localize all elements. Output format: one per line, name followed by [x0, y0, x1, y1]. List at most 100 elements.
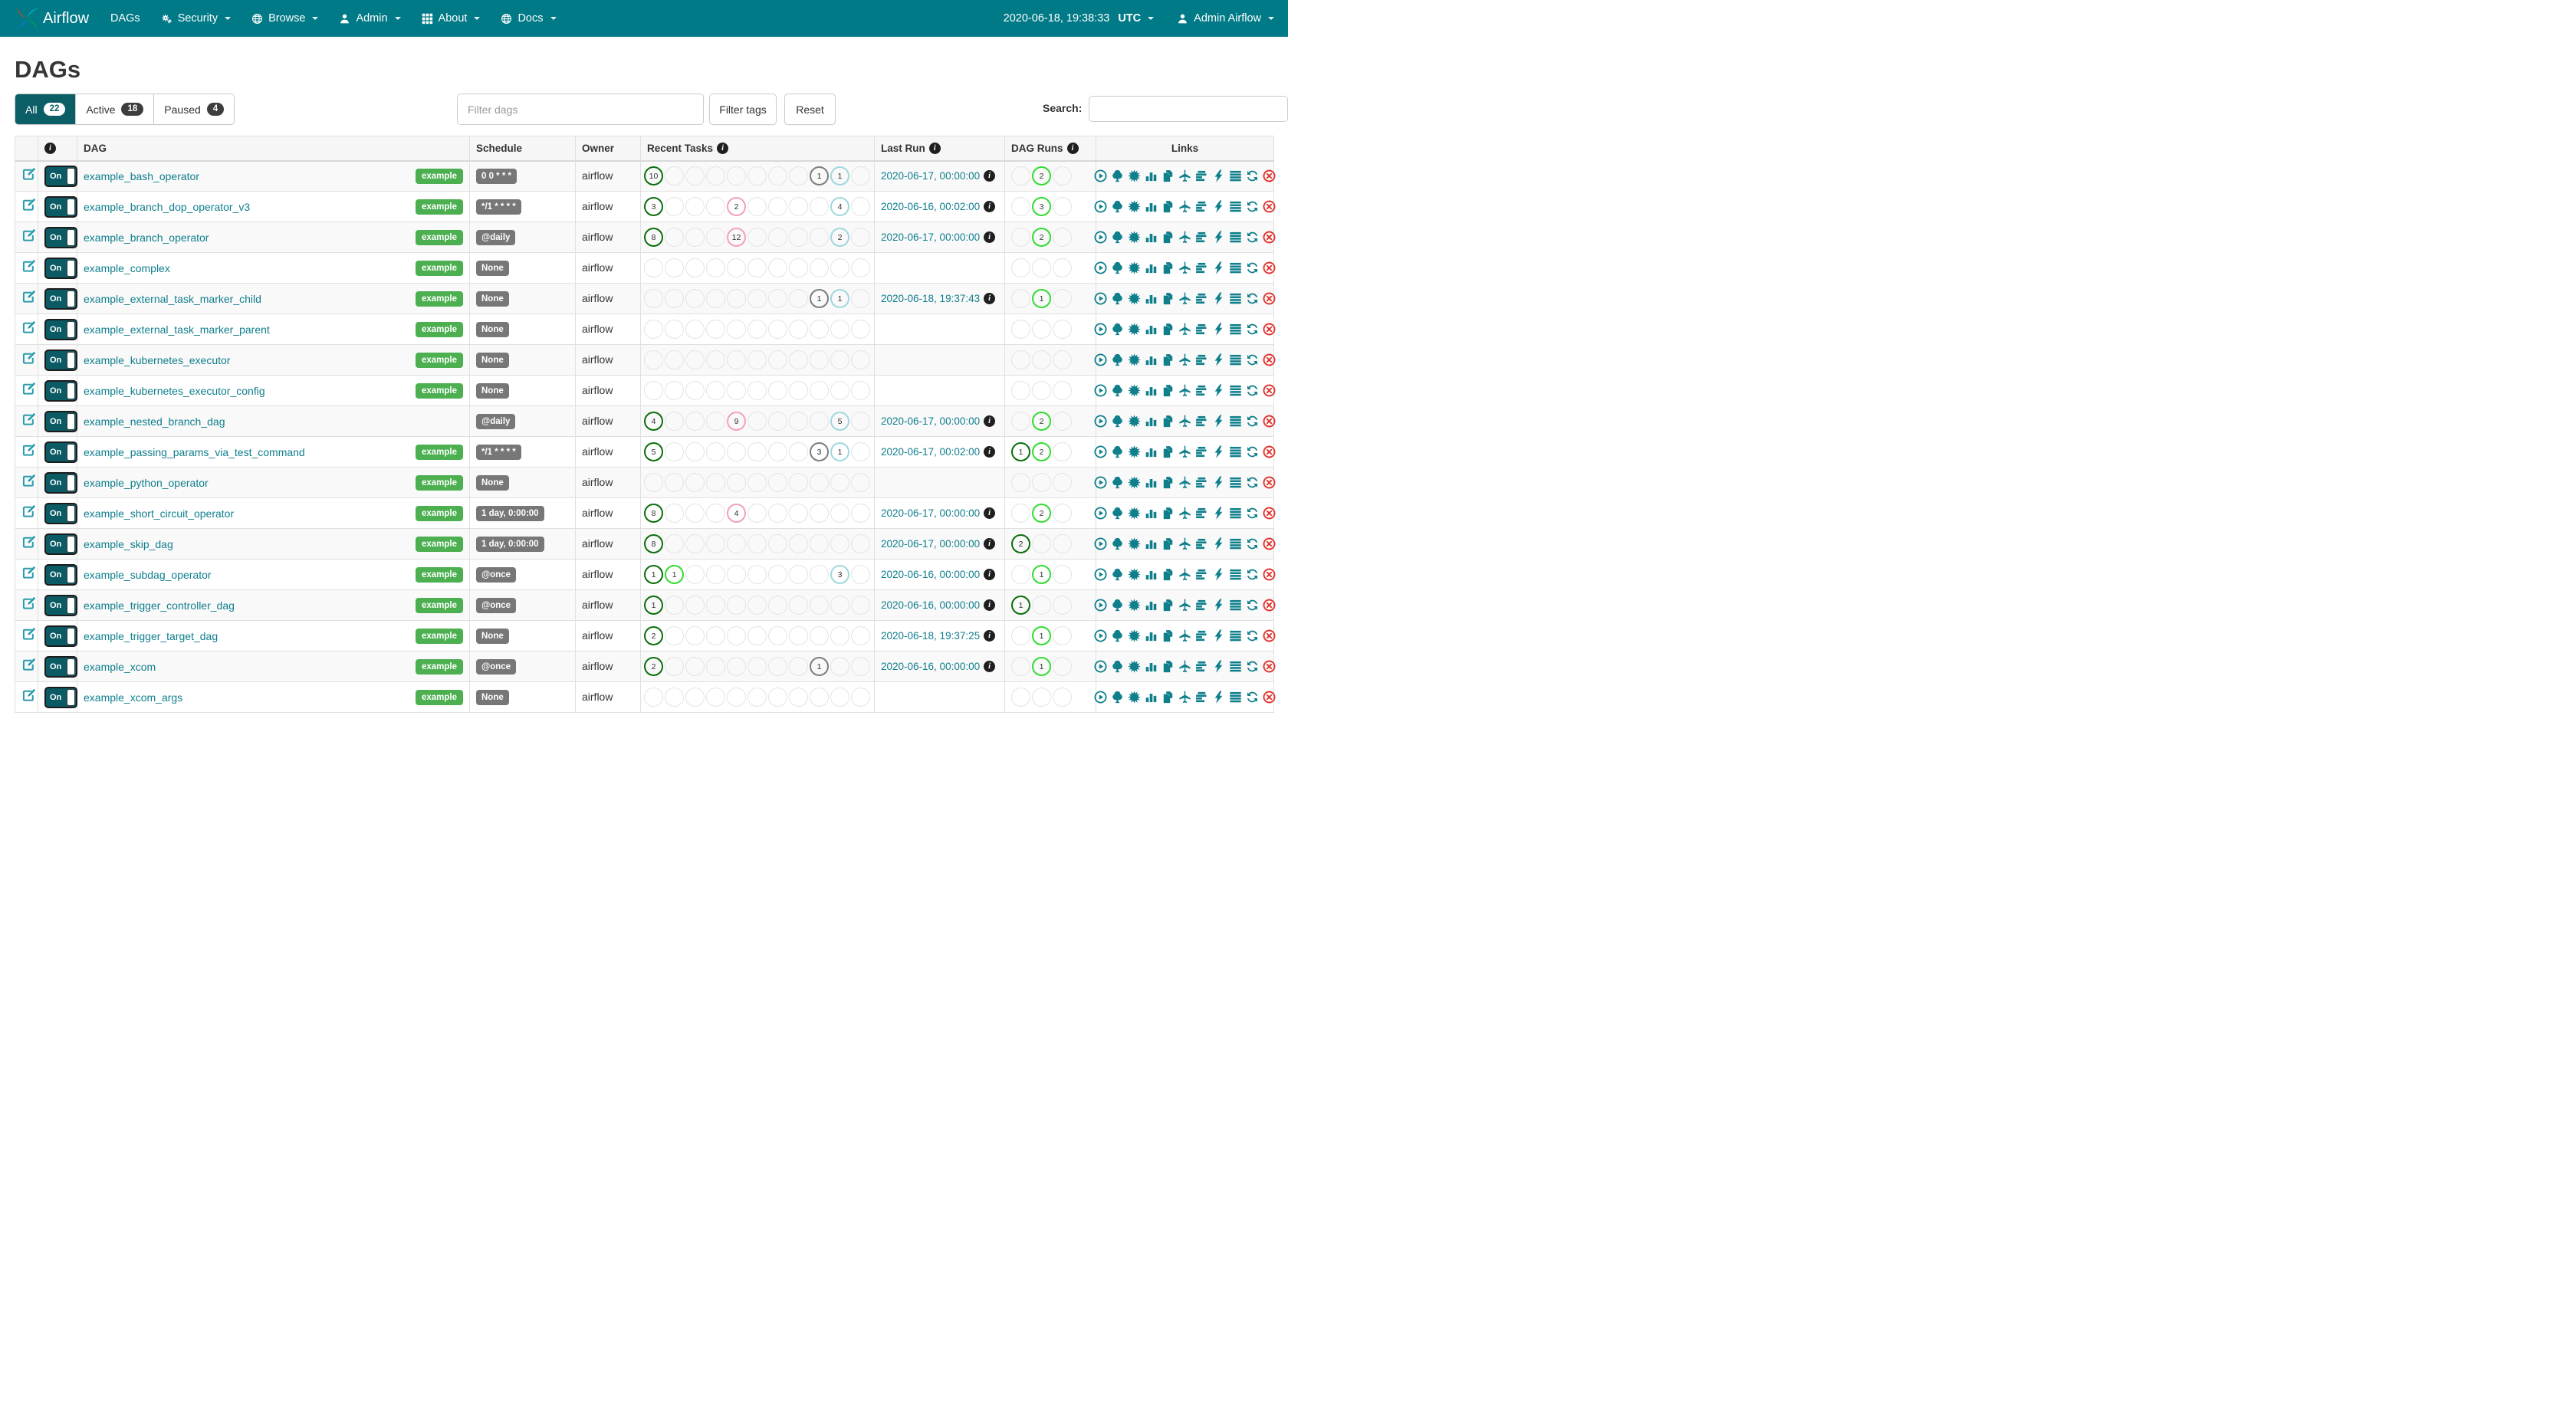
recent-task-circle-none[interactable]: 1 [830, 289, 849, 308]
dag-run-circle-running[interactable]: 2 [1032, 504, 1051, 523]
recent-task-circle-empty[interactable] [727, 596, 746, 615]
bar-chart-icon[interactable] [1145, 231, 1158, 244]
dag-run-circle-empty[interactable] [1053, 565, 1072, 584]
column-label-dag[interactable]: DAG [84, 142, 107, 154]
lines-icon[interactable] [1229, 445, 1242, 458]
lightning-bolt-icon[interactable] [1212, 415, 1225, 428]
recent-task-circle-queued[interactable]: 1 [810, 289, 829, 308]
dag-pause-toggle[interactable]: On [44, 563, 77, 586]
dag-run-circle-empty[interactable] [1053, 442, 1072, 461]
gantt-bars-icon[interactable] [1195, 323, 1208, 336]
info-icon[interactable]: i [44, 142, 56, 154]
delete-x-icon[interactable] [1263, 169, 1276, 182]
dag-run-circle-empty[interactable] [1011, 228, 1030, 247]
dag-pause-toggle[interactable]: On [44, 165, 77, 187]
recent-task-circle-empty[interactable] [851, 350, 870, 369]
schedule-badge[interactable]: 0 0 * * * [476, 168, 517, 184]
starburst-icon[interactable] [1128, 353, 1141, 366]
copy-files-icon[interactable] [1162, 476, 1175, 489]
recent-task-circle-empty[interactable] [830, 320, 849, 339]
delete-x-icon[interactable] [1263, 261, 1276, 274]
recent-task-circle-empty[interactable] [810, 534, 829, 553]
last-run-link[interactable]: 2020-06-17, 00:00:00 [881, 507, 981, 519]
refresh-icon[interactable] [1246, 507, 1259, 520]
schedule-badge[interactable]: @once [476, 597, 517, 613]
gantt-bars-icon[interactable] [1195, 476, 1208, 489]
lightning-bolt-icon[interactable] [1212, 629, 1225, 642]
recent-task-circle-none[interactable]: 5 [830, 412, 849, 431]
recent-task-circle-empty[interactable] [644, 381, 663, 400]
dag-link[interactable]: example_subdag_operator [84, 568, 212, 581]
recent-task-circle-empty[interactable] [768, 534, 787, 553]
recent-task-circle-empty[interactable] [748, 197, 767, 216]
dag-link[interactable]: example_bash_operator [84, 169, 199, 182]
recent-task-circle-empty[interactable] [768, 350, 787, 369]
bar-chart-icon[interactable] [1145, 599, 1158, 612]
tree-icon[interactable] [1111, 691, 1124, 704]
info-icon[interactable]: i [984, 538, 996, 550]
tree-icon[interactable] [1111, 292, 1124, 305]
recent-task-circle-empty[interactable] [748, 565, 767, 584]
schedule-badge[interactable]: @once [476, 658, 517, 675]
recent-task-circle-empty[interactable] [810, 350, 829, 369]
refresh-icon[interactable] [1246, 660, 1259, 673]
recent-task-circle-empty[interactable] [727, 534, 746, 553]
recent-task-circle-success[interactable]: 1 [644, 565, 663, 584]
gantt-bars-icon[interactable] [1195, 169, 1208, 182]
starburst-icon[interactable] [1128, 568, 1141, 581]
last-run-link[interactable]: 2020-06-16, 00:00:00 [881, 661, 981, 672]
plane-icon[interactable] [1178, 323, 1191, 336]
dag-run-circle-empty[interactable] [1053, 320, 1072, 339]
recent-task-circle-empty[interactable] [644, 289, 663, 308]
play-circle-icon[interactable] [1094, 660, 1107, 673]
dag-run-circle-running[interactable]: 2 [1032, 166, 1051, 186]
edit-dag-icon[interactable] [21, 596, 36, 611]
delete-x-icon[interactable] [1263, 445, 1276, 458]
refresh-icon[interactable] [1246, 292, 1259, 305]
recent-task-circle-empty[interactable] [665, 534, 684, 553]
dag-link[interactable]: example_kubernetes_executor_config [84, 384, 265, 397]
dag-run-circle-empty[interactable] [1011, 166, 1030, 186]
tab-paused[interactable]: Paused 4 [154, 94, 235, 124]
copy-files-icon[interactable] [1162, 660, 1175, 673]
lines-icon[interactable] [1229, 660, 1242, 673]
delete-x-icon[interactable] [1263, 323, 1276, 336]
starburst-icon[interactable] [1128, 691, 1141, 704]
bar-chart-icon[interactable] [1145, 323, 1158, 336]
recent-task-circle-empty[interactable] [685, 626, 705, 645]
dag-run-circle-empty[interactable] [1032, 473, 1051, 492]
tree-icon[interactable] [1111, 629, 1124, 642]
recent-task-circle-empty[interactable] [706, 534, 725, 553]
dag-run-circle-empty[interactable] [1011, 381, 1030, 400]
dag-tag-badge[interactable]: example [415, 229, 463, 245]
recent-task-circle-empty[interactable] [789, 657, 808, 676]
dag-tag-badge[interactable]: example [415, 382, 463, 399]
recent-task-circle-empty[interactable] [810, 565, 829, 584]
recent-task-circle-empty[interactable] [768, 565, 787, 584]
last-run-link[interactable]: 2020-06-17, 00:00:00 [881, 231, 981, 243]
edit-dag-icon[interactable] [21, 382, 36, 396]
recent-task-circle-empty[interactable] [768, 626, 787, 645]
info-icon[interactable]: i [984, 293, 996, 304]
gantt-bars-icon[interactable] [1195, 599, 1208, 612]
dag-run-circle-empty[interactable] [1053, 534, 1072, 553]
edit-dag-icon[interactable] [21, 474, 36, 488]
schedule-badge[interactable]: None [476, 689, 509, 705]
recent-task-circle-empty[interactable] [851, 565, 870, 584]
edit-dag-icon[interactable] [21, 320, 36, 335]
bar-chart-icon[interactable] [1145, 568, 1158, 581]
dag-link[interactable]: example_complex [84, 261, 170, 274]
recent-task-circle-empty[interactable] [727, 442, 746, 461]
lines-icon[interactable] [1229, 691, 1242, 704]
recent-task-circle-empty[interactable] [748, 412, 767, 431]
refresh-icon[interactable] [1246, 415, 1259, 428]
recent-task-circle-empty[interactable] [685, 504, 705, 523]
lightning-bolt-icon[interactable] [1212, 169, 1225, 182]
starburst-icon[interactable] [1128, 200, 1141, 213]
lines-icon[interactable] [1229, 323, 1242, 336]
starburst-icon[interactable] [1128, 261, 1141, 274]
recent-task-circle-success[interactable]: 8 [644, 504, 663, 523]
lines-icon[interactable] [1229, 169, 1242, 182]
column-label-recent-tasks[interactable]: Recent Tasks [647, 142, 714, 154]
recent-task-circle-empty[interactable] [830, 534, 849, 553]
